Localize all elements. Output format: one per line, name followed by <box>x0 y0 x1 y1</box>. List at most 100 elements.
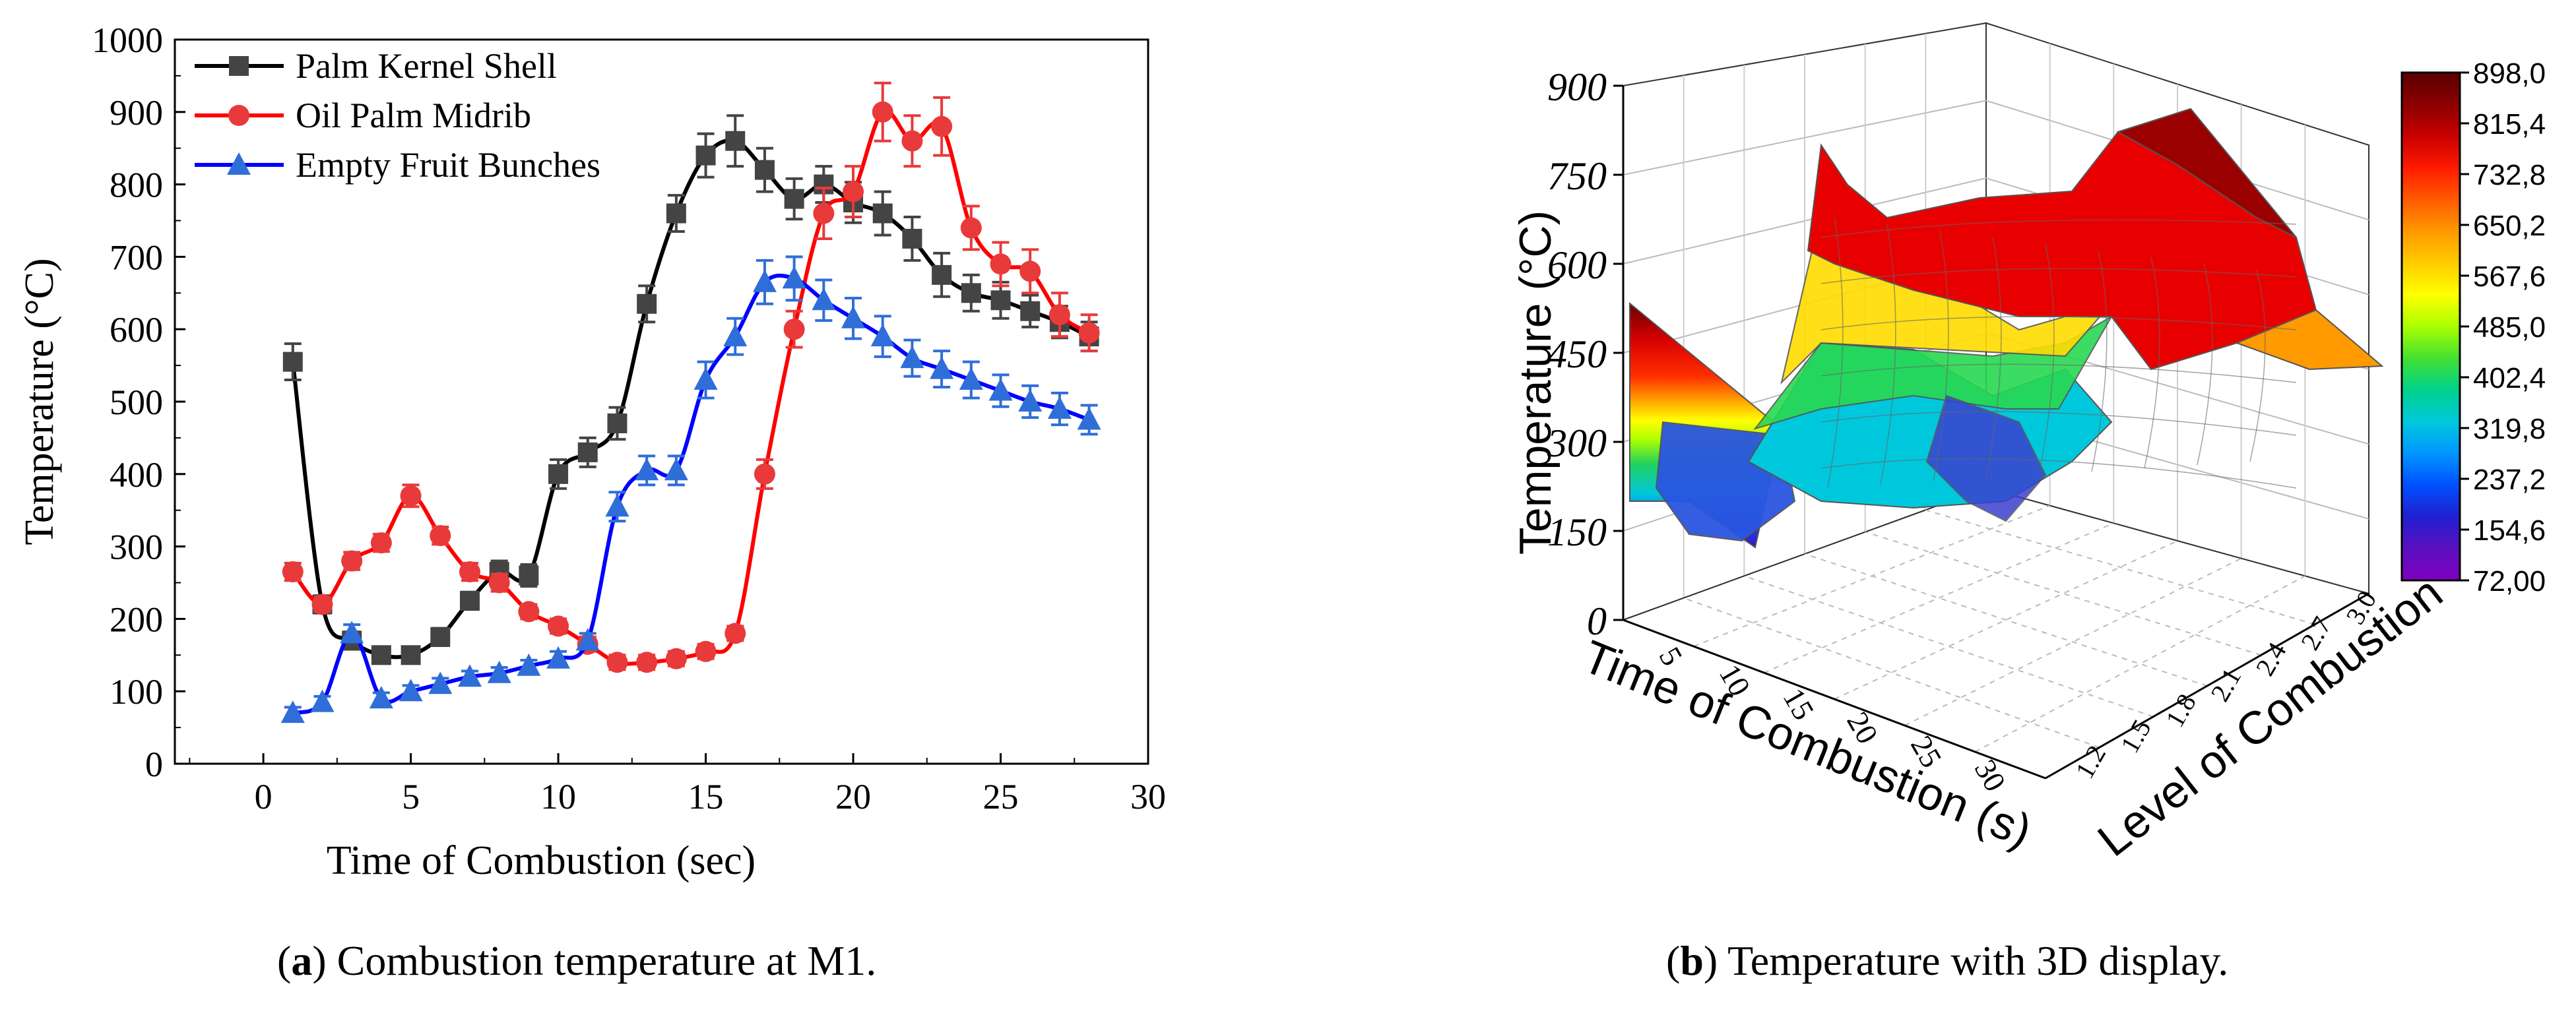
mesh-line <box>1880 224 1896 485</box>
data-point-circle <box>901 130 923 152</box>
x-tick-label: 0 <box>255 777 273 816</box>
caption-b-text: Temperature with 3D display. <box>1727 937 2229 984</box>
data-point-square <box>961 283 981 303</box>
data-point-triangle <box>930 356 954 379</box>
data-point-circle <box>459 561 480 583</box>
data-point-square <box>577 442 598 462</box>
colorbar-label: 815,4 <box>2473 108 2546 140</box>
colorbar-label: 319,8 <box>2473 413 2546 445</box>
y-tick-label: 100 <box>110 672 163 712</box>
data-point-triangle <box>399 679 423 702</box>
colorbar-label: 72,00 <box>2473 565 2546 598</box>
data-point-triangle <box>900 346 924 369</box>
legend-label: Oil Palm Midrib <box>296 96 531 135</box>
colorbar-label: 402,4 <box>2473 362 2546 394</box>
data-point-circle <box>430 525 451 547</box>
data-point-square <box>519 565 539 586</box>
data-point-circle <box>724 623 746 644</box>
y-tick-label: 400 <box>110 455 163 495</box>
mesh-line <box>2144 257 2160 469</box>
z-tick-label: 750 <box>1547 154 1607 198</box>
y-tick-label: 600 <box>110 310 163 350</box>
colorbar-label: 237,2 <box>2473 464 2546 496</box>
data-point-triangle <box>605 494 629 517</box>
data-point-triangle <box>752 269 777 292</box>
surface-peak <box>2116 108 2297 238</box>
colorbar-label: 650,2 <box>2473 210 2546 242</box>
y-tick-label: 300 <box>110 528 163 567</box>
data-point-triangle <box>1018 389 1043 412</box>
colorbar-labels: 898,0 815,4 732,8 650,2 567,6 485,0 402,4 319,8… <box>2460 57 2546 598</box>
mesh-line <box>1827 217 1844 489</box>
data-point-triangle <box>664 458 688 481</box>
legend-label: Palm Kernel Shell <box>296 46 557 86</box>
data-point-triangle <box>369 686 393 709</box>
data-point-triangle <box>1047 396 1072 419</box>
panel-a-line-chart: 0 100 200 300 400 500 600 700 800 900 1000 0 5 10 15 2… <box>17 20 1166 883</box>
data-point-triangle <box>227 152 251 175</box>
mesh-line <box>2249 270 2266 462</box>
z-tick-label: 150 <box>1547 510 1607 554</box>
mesh-line <box>1820 458 2297 489</box>
mesh-line <box>1820 219 2297 238</box>
y-tick-label: 800 <box>110 166 163 205</box>
caption-a-label: a <box>291 937 313 984</box>
data-point-square <box>229 56 249 76</box>
data-point-square <box>548 464 569 484</box>
data-point-triangle <box>988 378 1013 401</box>
data-point-square <box>725 131 746 151</box>
data-point-circle <box>843 181 864 202</box>
data-point-triangle <box>340 621 364 644</box>
colorbar-label: 567,6 <box>2473 261 2546 293</box>
data-point-square <box>430 627 451 647</box>
data-point-circle <box>606 652 628 673</box>
z-tick-label: 900 <box>1547 65 1607 109</box>
data-point-triangle <box>870 324 895 347</box>
data-point-circle <box>488 572 510 594</box>
x-tick-label: 20 <box>835 777 871 816</box>
x-tick-label: 15 <box>688 777 724 816</box>
z-tick-label: 0 <box>1587 600 1607 643</box>
data-point-circle <box>754 463 775 485</box>
legend: Palm Kernel Shell Oil Palm Midrib Empty Fr… <box>195 46 600 185</box>
caption-b-label: b <box>1680 937 1704 984</box>
caption-a: (a) Combustion temperature at M1. <box>277 937 877 984</box>
colorbar-label: 898,0 <box>2473 57 2546 90</box>
colorbar-label: 732,8 <box>2473 159 2546 191</box>
data-point-circle <box>783 319 805 340</box>
mesh-line <box>2038 243 2055 476</box>
temperature-surface <box>1629 108 2384 549</box>
data-point-square <box>459 590 480 611</box>
data-point-circle <box>1019 261 1041 282</box>
data-point-triangle <box>723 324 748 347</box>
data-point-triangle <box>959 367 983 390</box>
mesh-line <box>2197 263 2213 466</box>
z-axis-label: Temperature (°C) <box>1510 210 1561 555</box>
data-point-square <box>401 645 421 665</box>
data-point-triangle <box>841 305 866 328</box>
data-point-circle <box>960 217 982 239</box>
data-point-triangle <box>782 266 806 289</box>
data-point-circle <box>813 202 835 224</box>
data-point-triangle <box>310 689 335 712</box>
data-point-triangle <box>428 671 453 694</box>
caption-b: (b) Temperature with 3D display. <box>1666 937 2229 984</box>
colorbar <box>2400 71 2461 582</box>
data-point-square <box>666 203 686 224</box>
data-point-circle <box>400 485 422 507</box>
y-axis-line <box>2045 592 2369 780</box>
data-point-square <box>695 145 716 166</box>
x-axis-label: Time of Combustion (sec) <box>327 838 756 883</box>
data-point-square <box>282 352 303 372</box>
data-point-triangle <box>812 288 836 311</box>
floor-gridlines <box>1683 505 2315 753</box>
z-tick-label: 450 <box>1547 332 1607 376</box>
surface-mesh-lines <box>1820 217 2297 489</box>
x-tick-label: 5 <box>402 777 420 816</box>
x-tick-label: 25 <box>983 777 1019 816</box>
y-tick-label: 700 <box>110 237 163 277</box>
data-point-circle <box>282 561 304 583</box>
caption-a-text: Combustion temperature at M1. <box>337 937 877 984</box>
y-axis-label: Temperature (°C) <box>17 258 62 545</box>
floor-gridline <box>1744 575 2154 718</box>
